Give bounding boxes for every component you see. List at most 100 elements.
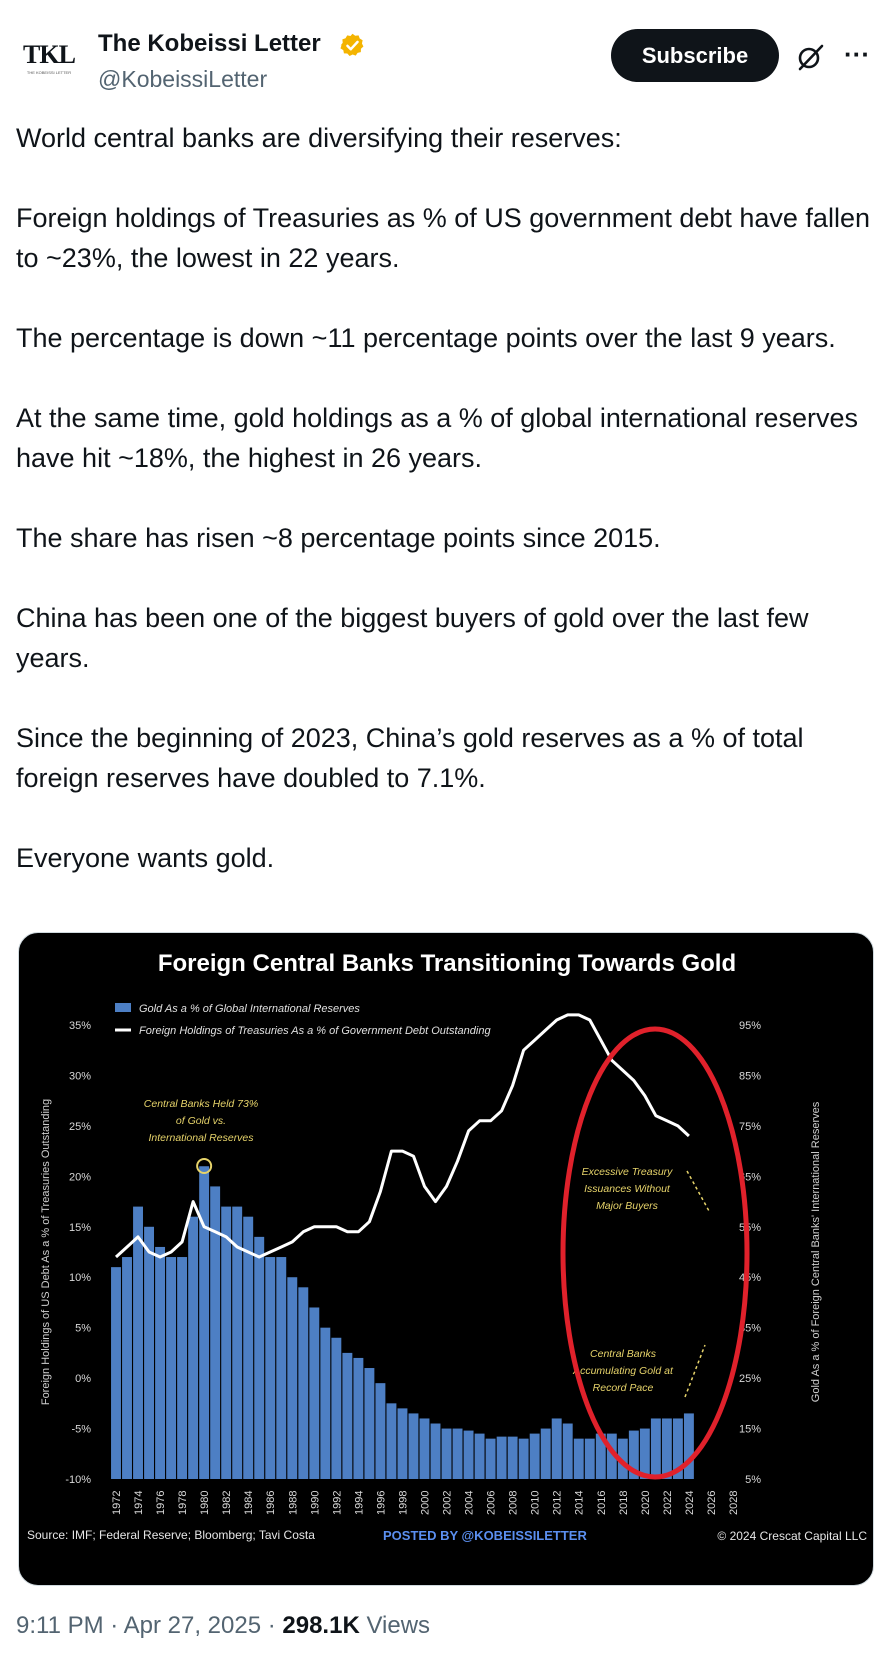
post-time[interactable]: 9:11 PM (16, 1612, 104, 1639)
gold-bar (639, 1428, 650, 1479)
y-tick-left: 0% (75, 1373, 91, 1385)
gold-bar (133, 1206, 143, 1479)
avatar-subtext: THE KOBEISSI LETTER (26, 70, 72, 75)
legend-label-treasury: Foreign Holdings of Treasuries As a % of… (139, 1025, 491, 1037)
y-tick-right: 75% (739, 1121, 761, 1133)
legend-swatch-gold (115, 1003, 131, 1012)
x-tick-label: 1990 (309, 1491, 321, 1515)
y-tick-left: 20% (69, 1171, 91, 1183)
x-tick-label: 2010 (530, 1491, 542, 1515)
gold-bar (595, 1433, 606, 1479)
tweet-paragraph: China has been one of the biggest buyers… (16, 603, 809, 673)
avatar-monogram: TKL (23, 40, 76, 69)
x-tick-label: 2016 (596, 1491, 608, 1515)
arrow-gold (684, 1344, 706, 1398)
y-tick-right: 55% (739, 1222, 761, 1234)
gold-bar (606, 1433, 617, 1479)
arrow-treasury (686, 1170, 710, 1212)
tweet-paragraph: The share has risen ~8 percentage points… (16, 523, 661, 553)
gold-bar (628, 1430, 639, 1479)
x-tick-label: 1996 (375, 1491, 387, 1515)
chart-posted-by: POSTED BY @KOBEISSILETTER (383, 1528, 587, 1543)
x-tick-label: 1972 (111, 1491, 123, 1515)
x-tick-label: 2022 (662, 1491, 674, 1515)
post-date[interactable]: Apr 27, 2025 (123, 1612, 262, 1639)
gold-bar (397, 1408, 408, 1479)
gold-bar (573, 1438, 584, 1479)
x-tick-label: 2020 (640, 1491, 652, 1515)
author-name[interactable]: The Kobeissi Letter (98, 30, 321, 57)
x-tick-label: 2028 (728, 1491, 740, 1515)
y-tick-left: -10% (65, 1474, 91, 1486)
gold-bar (331, 1337, 342, 1479)
gold-bar (540, 1428, 551, 1479)
gold-bar (188, 1216, 199, 1479)
y-tick-right: 45% (739, 1272, 761, 1284)
x-tick-label: 1984 (243, 1491, 255, 1515)
x-tick-label: 1998 (398, 1491, 410, 1515)
x-tick-label: 1986 (265, 1491, 277, 1515)
gold-bar (122, 1257, 132, 1479)
gold-bar (309, 1307, 320, 1479)
x-tick-label: 1992 (331, 1491, 343, 1515)
tweet-header: TKL THE KOBEISSI LETTER The Kobeissi Let… (0, 0, 894, 110)
gold-bar (419, 1418, 430, 1479)
x-tick-label: 1978 (177, 1491, 189, 1515)
peak-marker (196, 1158, 213, 1174)
gold-bar (177, 1257, 188, 1479)
gold-bar (496, 1436, 507, 1479)
tweet-media-chart[interactable]: Foreign Central Banks Transitioning Towa… (18, 932, 874, 1586)
avatar[interactable]: TKL THE KOBEISSI LETTER (16, 40, 82, 86)
gold-bar (276, 1257, 287, 1479)
gold-bar (518, 1438, 529, 1479)
annotation-peak: Central Banks Held 73% of Gold vs. Interna… (144, 1098, 258, 1144)
chart-source: Source: IMF; Federal Reserve; Bloomberg;… (27, 1528, 315, 1542)
x-tick-label: 1994 (353, 1491, 365, 1515)
verified-gold-badge-icon[interactable] (339, 32, 366, 59)
gold-bar (386, 1403, 397, 1479)
gold-bar (111, 1267, 121, 1479)
tweet-paragraph: Since the beginning of 2023, China’s gol… (16, 723, 804, 793)
y-axis-label-left: Foreign Holdings of US Debt As a % of Tr… (40, 1099, 52, 1405)
subscribe-button[interactable]: Subscribe (611, 29, 779, 82)
y-tick-left: 10% (69, 1272, 91, 1284)
x-tick-label: 2012 (552, 1491, 564, 1515)
gold-bar (650, 1418, 661, 1479)
tweet-paragraph: World central banks are diversifying the… (16, 123, 622, 153)
footer-separator-2: · (261, 1612, 283, 1639)
x-tick-label: 1976 (155, 1491, 167, 1515)
y-tick-left: 5% (75, 1323, 91, 1335)
gold-bar (254, 1236, 265, 1479)
y-tick-right: 15% (739, 1424, 761, 1436)
gold-bar (342, 1352, 353, 1479)
x-tick-label: 1988 (287, 1491, 299, 1515)
x-tick-label: 1980 (199, 1491, 211, 1515)
y-tick-left: 30% (69, 1070, 91, 1082)
gold-bar (375, 1383, 386, 1479)
highlight-ellipse (560, 1026, 750, 1480)
gold-bar (166, 1257, 177, 1479)
tweet-paragraph: The percentage is down ~11 percentage po… (16, 323, 836, 353)
gold-bar (430, 1423, 441, 1479)
gold-bar (232, 1206, 243, 1479)
gold-bar (672, 1418, 683, 1479)
y-axis-label-right: Gold As a % of Foreign Central Banks' In… (810, 1101, 822, 1402)
annotation-treasury-issuance: Excessive Treasury Issuances Without Major… (582, 1166, 674, 1212)
gold-bar (562, 1423, 573, 1479)
grok-icon[interactable] (795, 42, 825, 72)
gold-bar (243, 1216, 254, 1479)
views-count[interactable]: 298.1K (282, 1612, 360, 1639)
y-tick-left: 25% (69, 1121, 91, 1133)
x-tick-label: 1974 (133, 1491, 145, 1515)
author-handle[interactable]: @KobeissiLetter (98, 66, 268, 92)
gold-bar (155, 1246, 166, 1479)
gold-bar (144, 1226, 155, 1479)
views-label: Views (359, 1612, 431, 1639)
x-tick-label: 2014 (574, 1491, 586, 1515)
x-tick-label: 2004 (464, 1491, 476, 1515)
y-tick-left: -5% (71, 1424, 91, 1436)
x-tick-label: 2018 (618, 1491, 630, 1515)
more-icon[interactable]: ··· (844, 39, 870, 69)
gold-bar (584, 1438, 595, 1479)
y-tick-right: 5% (745, 1474, 761, 1486)
